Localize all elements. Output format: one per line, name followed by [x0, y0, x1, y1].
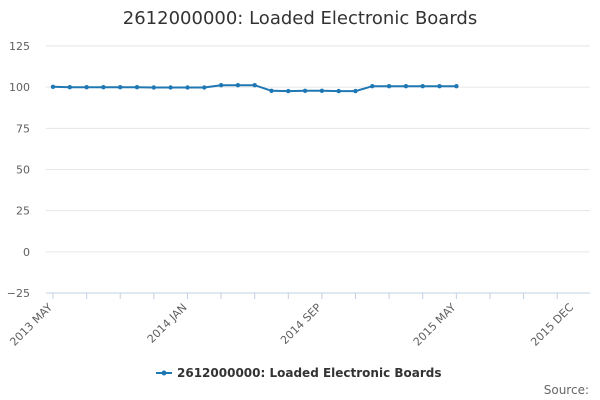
data-point[interactable] — [101, 85, 106, 90]
data-point[interactable] — [353, 88, 358, 94]
data-point[interactable] — [235, 83, 241, 88]
data-point[interactable] — [403, 84, 409, 89]
data-point[interactable] — [420, 84, 425, 89]
chart-title: 2612000000: Loaded Electronic Boards — [123, 8, 477, 29]
data-point[interactable] — [252, 83, 257, 88]
x-tick-label: 2014 JAN — [145, 301, 190, 346]
data-point[interactable] — [50, 84, 56, 90]
source-label: Source: — [544, 383, 589, 397]
legend-marker-icon — [161, 370, 167, 376]
data-point[interactable] — [302, 88, 308, 94]
data-point[interactable] — [437, 84, 442, 89]
data-point[interactable] — [118, 85, 123, 90]
data-point[interactable] — [386, 84, 392, 89]
x-axis: 2013 MAY 2014 JAN 2014 SEP 2015 MAY 2015 DEC — [7, 292, 590, 349]
data-point[interactable] — [286, 88, 291, 94]
y-axis: 125 100 75 50 25 0 −25 — [7, 40, 30, 300]
y-tick-label: 25 — [16, 205, 30, 218]
data-point[interactable] — [168, 85, 173, 90]
data-point[interactable] — [454, 84, 459, 89]
data-point[interactable] — [202, 85, 207, 90]
data-point[interactable] — [370, 84, 375, 89]
data-point[interactable] — [151, 85, 156, 90]
x-tick-label: 2015 DEC — [528, 301, 576, 349]
data-point[interactable] — [269, 88, 274, 94]
y-tick-label: 50 — [16, 164, 30, 177]
y-tick-label: 100 — [9, 81, 30, 94]
data-point[interactable] — [218, 83, 224, 88]
y-tick-label: 0 — [23, 246, 30, 259]
y-tick-label: 125 — [9, 40, 30, 53]
y-tick-label: −25 — [7, 287, 30, 300]
legend-label: 2612000000: Loaded Electronic Boards — [177, 366, 442, 380]
y-tick-label: 75 — [16, 122, 30, 135]
data-point[interactable] — [336, 88, 341, 94]
data-point[interactable] — [84, 85, 89, 90]
x-tick-label: 2015 MAY — [411, 301, 459, 349]
series-layer — [50, 83, 459, 94]
x-tick-label: 2013 MAY — [7, 301, 55, 349]
data-point[interactable] — [134, 85, 140, 90]
data-point[interactable] — [319, 88, 325, 94]
grid — [46, 45, 590, 294]
data-point[interactable] — [185, 85, 190, 90]
x-tick-label: 2014 SEP — [278, 301, 324, 347]
data-point[interactable] — [67, 85, 73, 90]
legend[interactable]: 2612000000: Loaded Electronic Boards — [156, 366, 442, 380]
